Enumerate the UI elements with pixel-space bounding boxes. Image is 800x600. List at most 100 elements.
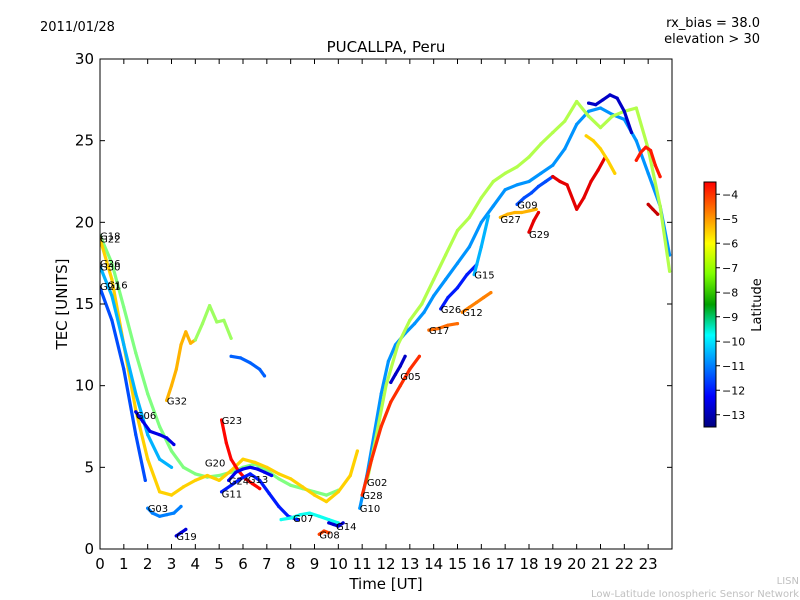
data-point — [317, 514, 321, 518]
data-point — [544, 179, 548, 184]
data-point — [658, 204, 662, 208]
data-point — [515, 183, 519, 187]
x-tick-label: 22 — [615, 555, 634, 573]
satellite-label: G20 — [205, 458, 225, 469]
data-point — [539, 142, 543, 146]
satellite-label: G32 — [167, 396, 187, 407]
data-point — [482, 295, 486, 300]
satellite-label: G13 — [248, 475, 268, 486]
data-point — [200, 322, 205, 326]
data-point — [110, 261, 114, 265]
data-point — [598, 147, 603, 151]
data-point — [393, 372, 398, 376]
data-point — [193, 338, 197, 342]
data-point — [265, 465, 269, 469]
data-point — [270, 473, 274, 478]
data-point — [193, 478, 197, 482]
data-point — [563, 147, 567, 151]
data-point — [158, 490, 162, 494]
data-point — [601, 98, 605, 102]
data-point — [134, 392, 138, 396]
data-point — [379, 424, 383, 429]
data-point — [396, 343, 400, 347]
data-point — [158, 457, 162, 461]
data-point — [460, 310, 464, 314]
y-tick-label: 20 — [75, 213, 94, 231]
data-point — [408, 318, 412, 322]
satellite-label: G15 — [474, 271, 494, 282]
data-point — [122, 367, 126, 371]
data-point — [389, 380, 393, 384]
data-point — [146, 392, 150, 396]
data-point — [417, 354, 421, 358]
x-tick-label: 9 — [310, 555, 320, 573]
data-point — [169, 384, 174, 388]
data-point — [515, 202, 519, 206]
series-line-g06 — [134, 410, 176, 447]
satellite-label: G12 — [462, 308, 482, 319]
satellite-label: G28 — [362, 491, 382, 502]
y-tick-label: 5 — [84, 458, 94, 476]
data-point — [158, 514, 162, 518]
colorbar-tick-label: −5 — [722, 213, 738, 226]
data-point — [413, 322, 417, 326]
colorbar-label: Latitude — [750, 278, 765, 332]
satellite-label: G21 — [100, 282, 120, 293]
x-tick-label: 16 — [472, 555, 491, 573]
data-point — [386, 359, 390, 363]
data-point — [355, 449, 359, 453]
x-tick-label: 18 — [519, 555, 538, 573]
data-point — [277, 472, 281, 476]
data-point — [522, 196, 526, 200]
data-point — [475, 300, 479, 304]
data-point — [455, 261, 460, 265]
x-tick-label: 6 — [238, 555, 248, 573]
x-tick-label: 17 — [496, 555, 515, 573]
satellite-label: G10 — [360, 504, 380, 515]
data-point — [575, 122, 579, 126]
data-point — [289, 477, 293, 481]
data-point — [455, 228, 460, 233]
data-point — [150, 511, 154, 515]
series-line-g_late2 — [551, 155, 607, 211]
data-point — [408, 367, 412, 371]
satellite-label: G19 — [176, 532, 196, 543]
data-point — [239, 477, 243, 481]
data-point — [217, 473, 221, 478]
satellite-label: G26 — [441, 305, 461, 316]
y-tick-label: 30 — [75, 50, 94, 68]
data-point — [169, 465, 174, 469]
elevation-label: elevation > 30 — [664, 32, 760, 47]
series-layer — [100, 93, 672, 538]
data-point — [134, 351, 138, 355]
plot-frame — [99, 58, 673, 550]
data-point — [248, 472, 252, 476]
satellite-label: G09 — [517, 200, 537, 211]
data-point — [146, 457, 150, 461]
data-point — [384, 384, 388, 388]
data-point — [165, 436, 169, 440]
series-line-g18 — [100, 233, 340, 497]
satellite-label: G26 — [100, 259, 120, 270]
x-tick-label: 5 — [214, 555, 224, 573]
x-tick-label: 3 — [167, 555, 177, 573]
data-point — [179, 504, 183, 509]
data-point — [446, 295, 450, 300]
data-point — [158, 424, 162, 429]
data-point — [134, 433, 138, 437]
data-point — [536, 210, 541, 215]
data-point — [668, 269, 672, 273]
data-point — [558, 179, 562, 184]
rx-bias-label: rx_bias = 38.0 — [666, 16, 760, 31]
data-point — [267, 491, 271, 496]
data-point — [403, 354, 407, 358]
data-point — [229, 457, 233, 461]
data-point — [465, 273, 469, 277]
data-point — [575, 99, 579, 104]
data-point — [639, 150, 643, 154]
chart-title: PUCALLPA, Peru — [327, 38, 446, 56]
satellite-label: G18 — [100, 231, 120, 242]
series-line-g32b — [193, 304, 233, 342]
footer-lisn: LISN — [777, 576, 799, 587]
satellite-label: G27 — [500, 215, 520, 226]
